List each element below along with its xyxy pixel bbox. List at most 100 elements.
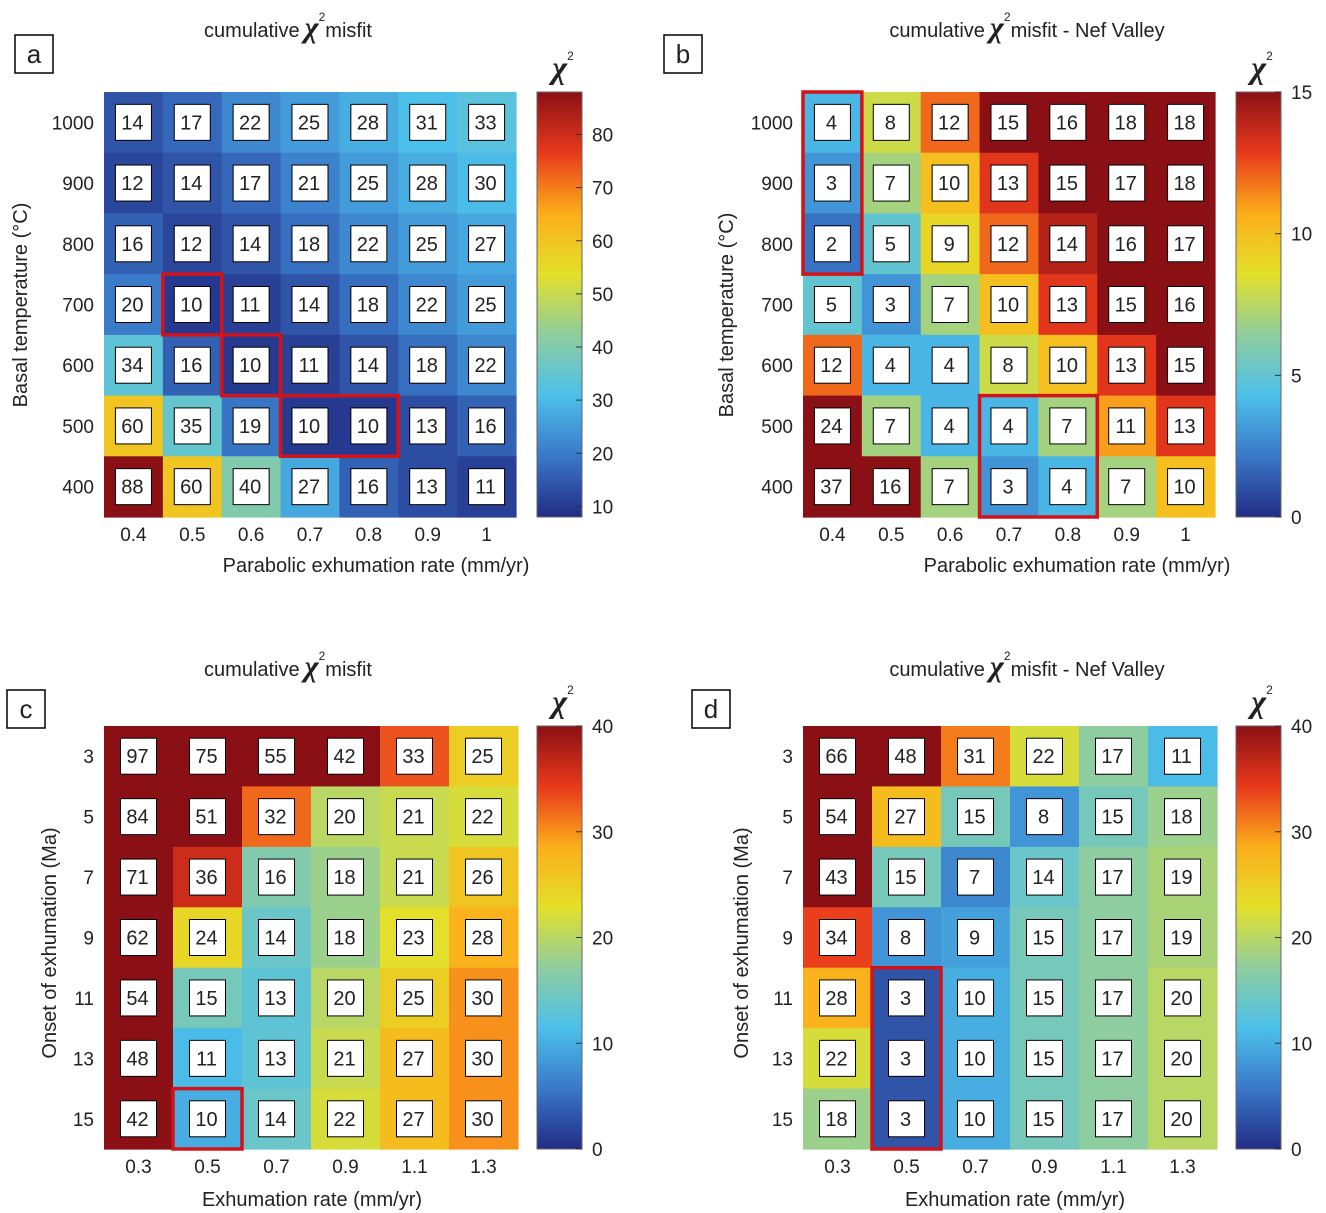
x-tick-label: 0.9 [1031,1157,1057,1178]
cell-label-box [1164,1100,1201,1138]
cell-value-label: 12 [938,112,960,134]
cell-label-box [1164,737,1201,775]
panel-letter-c: c [20,694,33,724]
colorbar-tick-label: 0 [1291,1140,1302,1161]
cell-label-box [120,798,157,836]
cell-value-label: 17 [1101,746,1123,768]
cell-value-label: 25 [416,234,438,256]
cell-label-box [872,407,910,445]
cell-value-label: 15 [1101,807,1123,829]
y-tick-label: 900 [62,174,94,195]
cell-value-label: 28 [825,988,847,1010]
cell-value-label: 17 [1101,928,1123,950]
colorbar-tick-label: 10 [1291,225,1312,246]
cell-value-label: 13 [1115,355,1137,377]
x-tick-label: 1 [1180,525,1191,546]
cell-label-box [872,468,910,506]
cell-value-label: 10 [357,416,379,438]
cell-value-label: 34 [825,928,847,950]
y-tick-label: 3 [782,747,793,768]
panel-letter-b: b [676,39,690,69]
cell-label-box [1049,468,1087,506]
cell-value-label: 4 [1061,477,1072,499]
cell-label-box [409,407,447,445]
cell-label-box [327,737,364,775]
colorbar-tick-label: 60 [592,232,613,253]
cell-label-box [1095,1039,1132,1077]
colorbar-tick-label: 50 [592,285,613,306]
y-tick-label: 600 [761,356,793,377]
cell-label-box [1095,798,1132,836]
cell-value-label: 14 [121,112,143,134]
cell-label-box [258,858,295,896]
cell-value-label: 11 [240,295,261,317]
cell-value-label: 4 [826,112,837,134]
cell-label-box [888,858,925,896]
cell-value-label: 4 [944,355,955,377]
cell-value-label: 16 [180,355,202,377]
cell-value-label: 88 [121,477,143,499]
x-axis-label-c: Exhumation rate (mm/yr) [202,1189,422,1211]
cell-label-box [120,858,157,896]
cell-value-label: 11 [475,477,496,499]
x-tick-label: 0.8 [356,525,382,546]
cell-value-label: 31 [416,112,438,134]
cell-label-box [819,737,856,775]
y-axis-label-d: Onset of exhumation (Ma) [731,827,753,1058]
cell-label-box [1108,346,1146,384]
cell-label-box [396,737,433,775]
cell-label-box [114,407,152,445]
cell-label-box [468,407,506,445]
cell-label-box [465,1100,502,1138]
cell-label-box [957,737,994,775]
y-axis-label-a: Basal temperature (°C) [10,203,32,408]
cell-value-label: 40 [239,477,261,499]
cell-label-box [409,164,447,202]
y-axis-label-c: Onset of exhumation (Ma) [39,827,61,1058]
cell-label-box [1108,407,1146,445]
cell-value-label: 14 [264,1109,286,1131]
cell-label-box [1108,164,1146,202]
cell-label-box [173,103,211,141]
x-axis-label-d: Exhumation rate (mm/yr) [905,1189,1125,1211]
cell-value-label: 4 [1002,416,1013,438]
colorbar-tick-label: 10 [592,497,613,518]
colorbar-tick-label: 70 [592,179,613,200]
y-axis-label-b: Basal temperature (°C) [716,213,738,418]
cell-value-label: 27 [402,1048,424,1070]
y-tick-label: 7 [83,868,94,889]
cell-label-box [120,1039,157,1077]
cell-value-label: 22 [1032,746,1054,768]
chart-title-a: cumulative χ2misfit [204,10,372,44]
cell-value-label: 20 [333,807,355,829]
cell-value-label: 14 [180,173,202,195]
cell-label-box [888,919,925,956]
cell-label-box [291,286,329,323]
cell-label-box [350,468,388,506]
cell-value-label: 24 [820,416,842,438]
cell-label-box [931,286,969,323]
cell-label-box [1164,979,1201,1017]
cell-value-label: 14 [1056,234,1078,256]
cell-value-label: 27 [402,1109,424,1131]
cell-value-label: 15 [894,867,916,889]
colorbar-tick-label: 30 [592,823,613,844]
cell-label-box [990,407,1028,445]
cell-label-box [1164,798,1201,836]
cell-label-box [465,798,502,836]
colorbar-tick-label: 0 [1291,508,1302,529]
cell-value-label: 13 [264,988,286,1010]
cell-value-label: 43 [825,867,847,889]
cell-value-label: 3 [1002,477,1013,499]
x-tick-label: 0.5 [179,525,205,546]
cell-value-label: 28 [471,928,493,950]
cell-value-label: 25 [298,112,320,134]
cell-label-box [957,919,994,956]
cell-label-box [468,286,506,323]
cell-value-label: 25 [474,295,496,317]
cell-value-label: 22 [239,112,261,134]
cell-label-box [173,225,211,263]
cell-value-label: 21 [402,807,424,829]
colorbar-tick-label: 20 [1291,929,1312,950]
